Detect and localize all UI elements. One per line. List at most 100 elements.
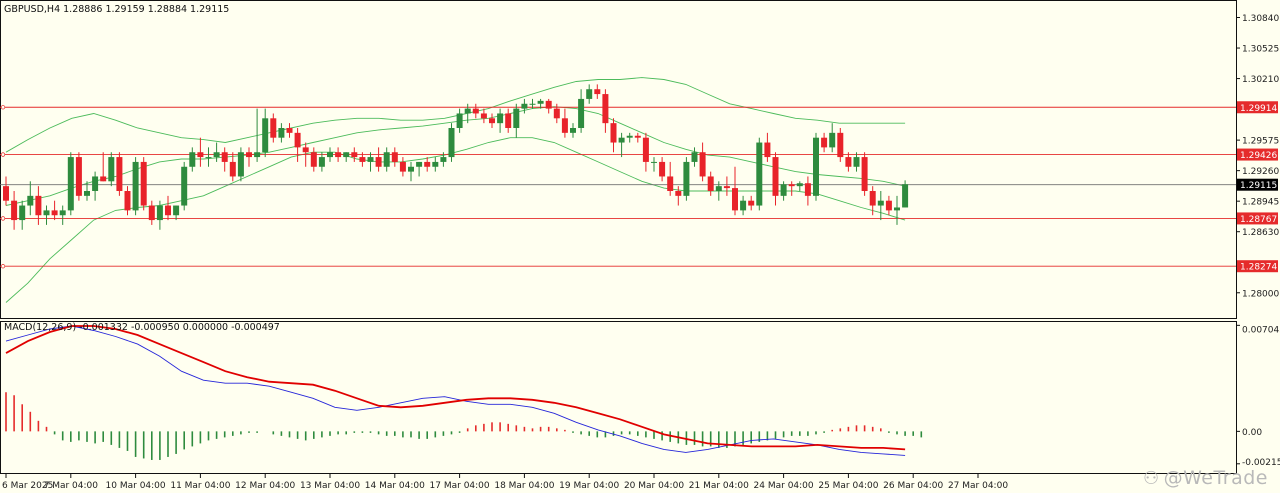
horizontal-levels — [0, 105, 1236, 269]
level-anchor — [0, 105, 6, 110]
level-price-tag — [1237, 212, 1278, 225]
symbol-info: GBPUSD,H4 1.28886 1.29159 1.28884 1.2911… — [4, 4, 229, 15]
candle-body — [570, 128, 576, 133]
price-tick-label: 1.28000 — [1242, 289, 1279, 299]
candle-body — [829, 132, 836, 148]
candle-body — [375, 157, 382, 167]
candle-body — [561, 118, 568, 133]
time-tick-label: 10 Mar 04:00 — [106, 481, 166, 491]
candle-body — [699, 152, 706, 177]
candle-body — [691, 152, 698, 162]
price-tick-label: 1.30210 — [1242, 75, 1279, 85]
candle-body — [181, 166, 188, 206]
candle-body — [497, 113, 504, 124]
candle-body — [229, 161, 236, 177]
candle-body — [772, 157, 779, 196]
candle-body — [642, 137, 649, 162]
candle-body — [845, 157, 852, 167]
candle-body — [553, 108, 560, 119]
time-tick-label: 6 Mar 2025 — [2, 481, 53, 491]
macd-tick-label: 0.00 — [1242, 428, 1262, 438]
candle-body — [3, 186, 9, 201]
candle-body — [424, 161, 431, 167]
candle-body — [286, 128, 293, 133]
candle-body — [489, 118, 495, 124]
bollinger-bands — [5, 77, 906, 303]
candle-body — [813, 137, 819, 196]
candle-body — [651, 161, 657, 163]
candle-body — [383, 152, 390, 167]
candle-body — [675, 191, 682, 196]
price-panel[interactable] — [0, 0, 1237, 319]
candle-body — [205, 157, 212, 159]
candle-body — [861, 157, 868, 191]
time-tick-label: 21 Mar 04:00 — [689, 481, 749, 491]
macd-main-line — [5, 325, 906, 456]
candle-body — [391, 152, 398, 162]
time-tick-label: 13 Mar 04:00 — [300, 481, 360, 491]
time-tick-label: 14 Mar 04:00 — [365, 481, 425, 491]
macd-panel[interactable] — [0, 321, 1237, 474]
level-price-tag — [1237, 260, 1278, 273]
macd-tick-label: 0.007045 — [1242, 325, 1280, 335]
candle-body — [796, 183, 803, 187]
level-price-label: 1.28274 — [1240, 263, 1277, 273]
level-price-label: 1.29426 — [1240, 151, 1277, 161]
candle-body — [294, 132, 301, 148]
candle-body — [408, 166, 414, 172]
macd-label: MACD(12,26,9) -0.001332 -0.000950 0.0000… — [4, 322, 280, 333]
candle-body — [537, 100, 544, 104]
time-tick-label: 19 Mar 04:00 — [559, 481, 619, 491]
candle-body — [529, 103, 536, 105]
time-tick-label: 12 Mar 04:00 — [235, 481, 295, 491]
price-tick-label: 1.29575 — [1242, 137, 1279, 147]
candle-body — [464, 108, 471, 114]
candle-body — [885, 200, 892, 211]
candle-body — [165, 205, 171, 216]
candle-body — [740, 200, 747, 211]
candle-body — [853, 157, 860, 167]
candle-body — [707, 176, 714, 191]
current-price-label: 1.29115 — [1240, 181, 1277, 191]
candle-body — [902, 184, 909, 208]
level-price-label: 1.29914 — [1240, 104, 1277, 114]
candle-body — [246, 152, 252, 158]
candle-body — [254, 152, 261, 158]
macd-indicator: 0.007045 0.00 -0.002155 — [5, 324, 1280, 468]
macd-signal-line — [5, 325, 906, 451]
candle-body — [837, 132, 844, 158]
candle-body — [748, 200, 755, 206]
candle-body — [108, 157, 115, 182]
level-anchor — [0, 216, 6, 221]
candle-body — [877, 200, 884, 206]
time-tick-label: 11 Mar 04:00 — [170, 481, 230, 491]
level-price-label: 1.28767 — [1240, 215, 1277, 225]
candle-body — [351, 152, 358, 158]
candle-body — [35, 195, 42, 216]
candle-body — [869, 191, 876, 206]
current-price-tag — [1237, 178, 1278, 191]
candle-body — [416, 161, 423, 167]
candle-body — [804, 183, 811, 196]
wetrade-logo-icon: ⚇ — [1142, 468, 1160, 489]
candle-body — [723, 186, 730, 189]
time-tick-label: 20 Mar 04:00 — [624, 481, 684, 491]
candlesticks — [3, 84, 909, 230]
candle-body — [132, 161, 139, 211]
candle-body — [51, 210, 58, 216]
time-tick-label: 25 Mar 04:00 — [818, 481, 878, 491]
candle-body — [335, 152, 342, 158]
candle-body — [513, 108, 520, 128]
time-tick-label: 26 Mar 04:00 — [883, 481, 943, 491]
candle-body — [100, 176, 107, 182]
candle-body — [626, 135, 633, 138]
candle-body — [310, 152, 317, 167]
time-tick-label: 17 Mar 04:00 — [430, 481, 490, 491]
candle-body — [270, 118, 277, 138]
candle-body — [602, 94, 609, 124]
candle-body — [27, 195, 34, 206]
price-tick-label: 1.29260 — [1242, 167, 1279, 177]
candle-body — [432, 161, 439, 167]
